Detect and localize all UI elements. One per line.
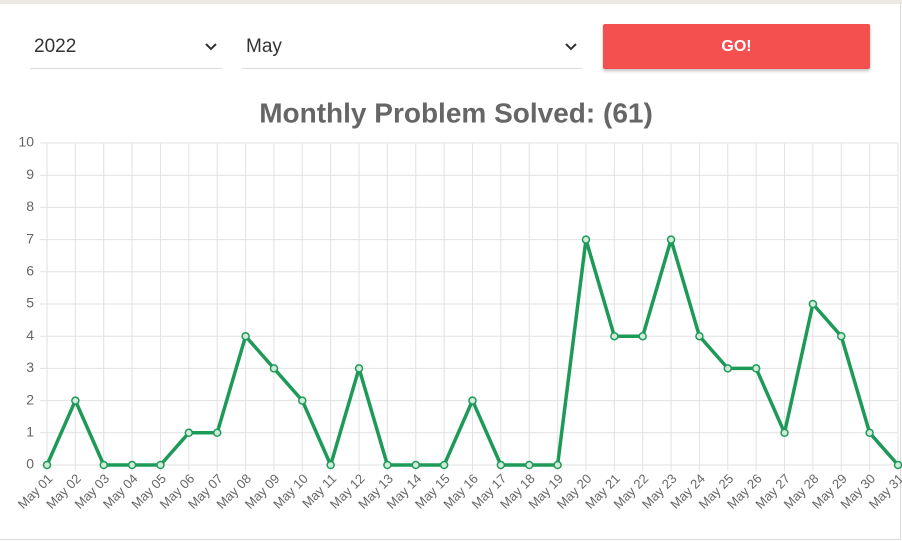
point <box>496 460 506 470</box>
y-tick-label: 9 <box>26 166 34 182</box>
point <box>780 428 789 438</box>
point <box>354 364 364 373</box>
y-tick-label: 3 <box>26 359 34 375</box>
point <box>581 235 591 244</box>
point <box>837 331 846 341</box>
y-tick-label: 0 <box>26 456 34 472</box>
month-value: May <box>246 36 282 57</box>
chevron <box>205 43 217 51</box>
point <box>751 364 761 373</box>
point <box>411 460 421 470</box>
year-value: 2022 <box>34 36 77 57</box>
point <box>638 331 647 341</box>
y-tick-label: 10 <box>18 134 34 150</box>
y-tick-label: 8 <box>26 198 34 214</box>
point <box>439 460 449 470</box>
point <box>326 460 335 470</box>
y-tick-label: 2 <box>26 391 34 407</box>
point <box>553 460 562 470</box>
top-border <box>0 0 902 4</box>
point <box>808 299 818 309</box>
y-tick-label: 5 <box>26 295 34 311</box>
point <box>212 428 222 438</box>
point <box>666 235 676 244</box>
point <box>184 428 194 438</box>
y-tick-label: 4 <box>26 327 34 343</box>
go-button[interactable]: GO! <box>603 24 870 69</box>
point <box>468 396 477 405</box>
point <box>383 460 392 470</box>
month-select[interactable]: May <box>242 28 582 69</box>
point <box>71 396 80 405</box>
year-select[interactable]: 2022 <box>30 28 222 69</box>
point <box>42 460 52 470</box>
point <box>723 364 733 373</box>
chart-title: Monthly Problem Solved: (61) <box>259 97 653 128</box>
point <box>298 396 307 405</box>
point <box>695 331 704 341</box>
point <box>156 460 165 470</box>
point <box>893 460 902 470</box>
point <box>269 364 279 373</box>
point <box>127 460 137 470</box>
chevron <box>565 43 577 51</box>
point <box>865 428 874 438</box>
y-tick-label: 7 <box>26 230 34 246</box>
frame <box>0 4 901 540</box>
point <box>610 331 619 341</box>
y-tick-label: 6 <box>26 263 34 279</box>
point <box>241 331 250 341</box>
point <box>99 460 108 470</box>
y-tick-label: 1 <box>26 424 34 440</box>
point <box>524 460 534 470</box>
